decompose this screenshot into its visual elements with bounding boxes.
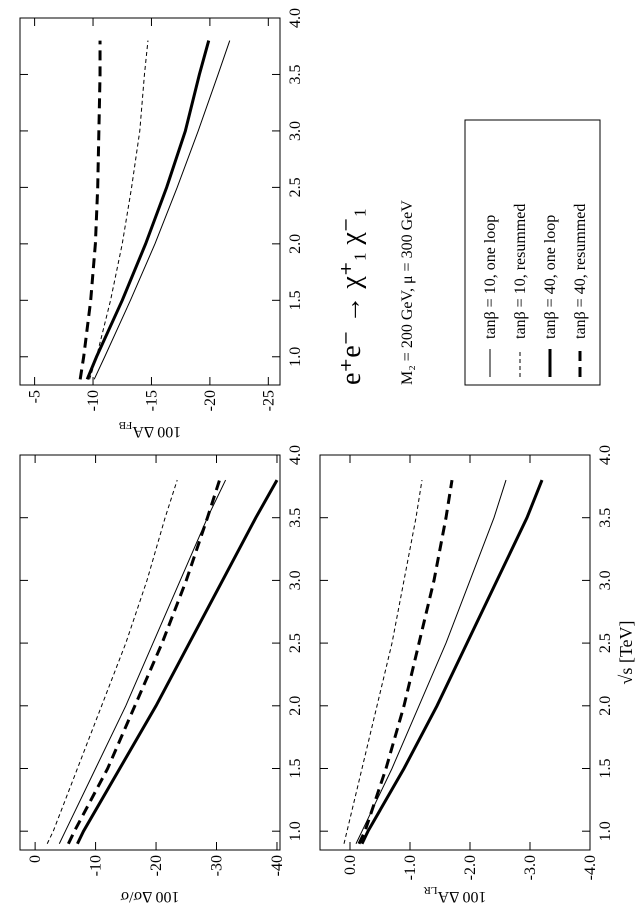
x-tick-label: 2.0 — [597, 696, 614, 716]
y-tick-label: -5 — [27, 390, 44, 403]
y-axis-label-main: 100 ΔA — [437, 888, 486, 905]
series-line — [360, 479, 544, 845]
plot-frame — [19, 454, 281, 851]
legend-box — [464, 119, 601, 386]
y-tick-label: -10 — [85, 390, 102, 411]
panel: 1.0 1.5 2.0 2.5 3.0 3.5 4.0 0.0 -1.0 -2.0 -3.0 -4.0… — [319, 445, 636, 905]
x-tick-label: 3.0 — [597, 570, 614, 590]
y-tick-label: -30 — [209, 855, 226, 876]
y-axis-label: 100 ΔAFB — [119, 419, 181, 440]
y-tick-label: -40 — [269, 855, 286, 876]
x-tick-label: 1.5 — [287, 290, 304, 310]
y-axis-label-main: 100 Δσ/σ — [120, 888, 179, 905]
x-tick-label: 1.0 — [287, 821, 304, 841]
y-tick-label: -20 — [202, 390, 219, 411]
y-axis-label: 100 Δσ/σ — [120, 888, 179, 905]
panel: 1.0 1.5 2.0 2.5 3.0 3.5 4.0 -5 -10 -15 -20 -25 100 Δ… — [19, 8, 304, 440]
x-tick-label: 3.0 — [287, 570, 304, 590]
legend-label: tanβ = 10, one loop — [482, 215, 499, 339]
y-tick-label: 0 — [27, 855, 44, 863]
x-tick-label: 3.5 — [597, 508, 614, 528]
x-tick-label: 2.5 — [287, 177, 304, 197]
x-tick-label: 4.0 — [597, 445, 614, 465]
y-tick-label: -1.0 — [402, 855, 419, 880]
x-tick-label: 1.0 — [287, 347, 304, 367]
x-tick-label: 1.5 — [597, 758, 614, 778]
x-tick-label: 3.5 — [287, 508, 304, 528]
x-tick-label: 2.5 — [287, 633, 304, 653]
x-tick-label: 4.0 — [287, 445, 304, 465]
y-tick-label: -20 — [148, 855, 165, 876]
series-line — [89, 40, 149, 380]
x-tick-label: 3.5 — [287, 64, 304, 84]
x-tick-label: 2.5 — [597, 633, 614, 653]
legend-label: tanβ = 40, one loop — [542, 215, 559, 339]
series-line — [76, 479, 279, 845]
y-axis-label-sub: FB — [119, 419, 132, 431]
y-tick-label: 0.0 — [342, 855, 359, 875]
legend-label: tanβ = 40, resummed — [572, 204, 589, 339]
x-tick-label: 4.0 — [287, 8, 304, 28]
series-line — [85, 40, 211, 380]
y-axis-label: 100 ΔALR — [423, 884, 487, 905]
series-line — [46, 479, 178, 844]
series-line — [93, 40, 231, 380]
x-tick-label: 1.5 — [287, 758, 304, 778]
y-tick-label: -3.0 — [522, 855, 539, 880]
y-axis-label-sub: LR — [423, 884, 438, 896]
panel: 1.0 1.5 2.0 2.5 3.0 3.5 4.0 0 -10 -20 -30 -40 100 Δσ… — [19, 445, 304, 905]
y-tick-label: -4.0 — [582, 855, 599, 880]
plot-frame — [319, 454, 591, 851]
y-axis-label-main: 100 ΔA — [132, 423, 181, 440]
series-line — [67, 479, 221, 845]
parameters-text: M₂ = 200 GeV, μ = 300 GeV — [399, 200, 416, 385]
series-line — [355, 479, 507, 844]
plot-frame — [19, 17, 281, 386]
y-tick-label: -25 — [260, 390, 277, 411]
process-text: e⁺e⁻ → χ⁺₁ χ⁻₁ — [336, 208, 367, 385]
series-line — [357, 479, 454, 845]
legend-label: tanβ = 10, resummed — [512, 204, 529, 339]
x-axis-label: √s [TeV] — [616, 620, 636, 684]
series-line — [343, 480, 423, 844]
rotated-figure: e⁺e⁻ → χ⁺₁ χ⁻₁ M₂ = 200 GeV, μ = 300 GeV… — [19, 8, 636, 905]
legend: tanβ = 10, one loop tanβ = 10, resummed ta… — [464, 119, 601, 386]
x-tick-label: 2.0 — [287, 696, 304, 716]
y-tick-label: -15 — [143, 390, 160, 411]
series-line — [78, 40, 102, 380]
x-tick-label: 3.0 — [287, 121, 304, 141]
x-tick-label: 1.0 — [597, 821, 614, 841]
x-tick-label: 2.0 — [287, 234, 304, 254]
y-tick-label: -2.0 — [462, 855, 479, 880]
y-tick-label: -10 — [88, 855, 105, 876]
